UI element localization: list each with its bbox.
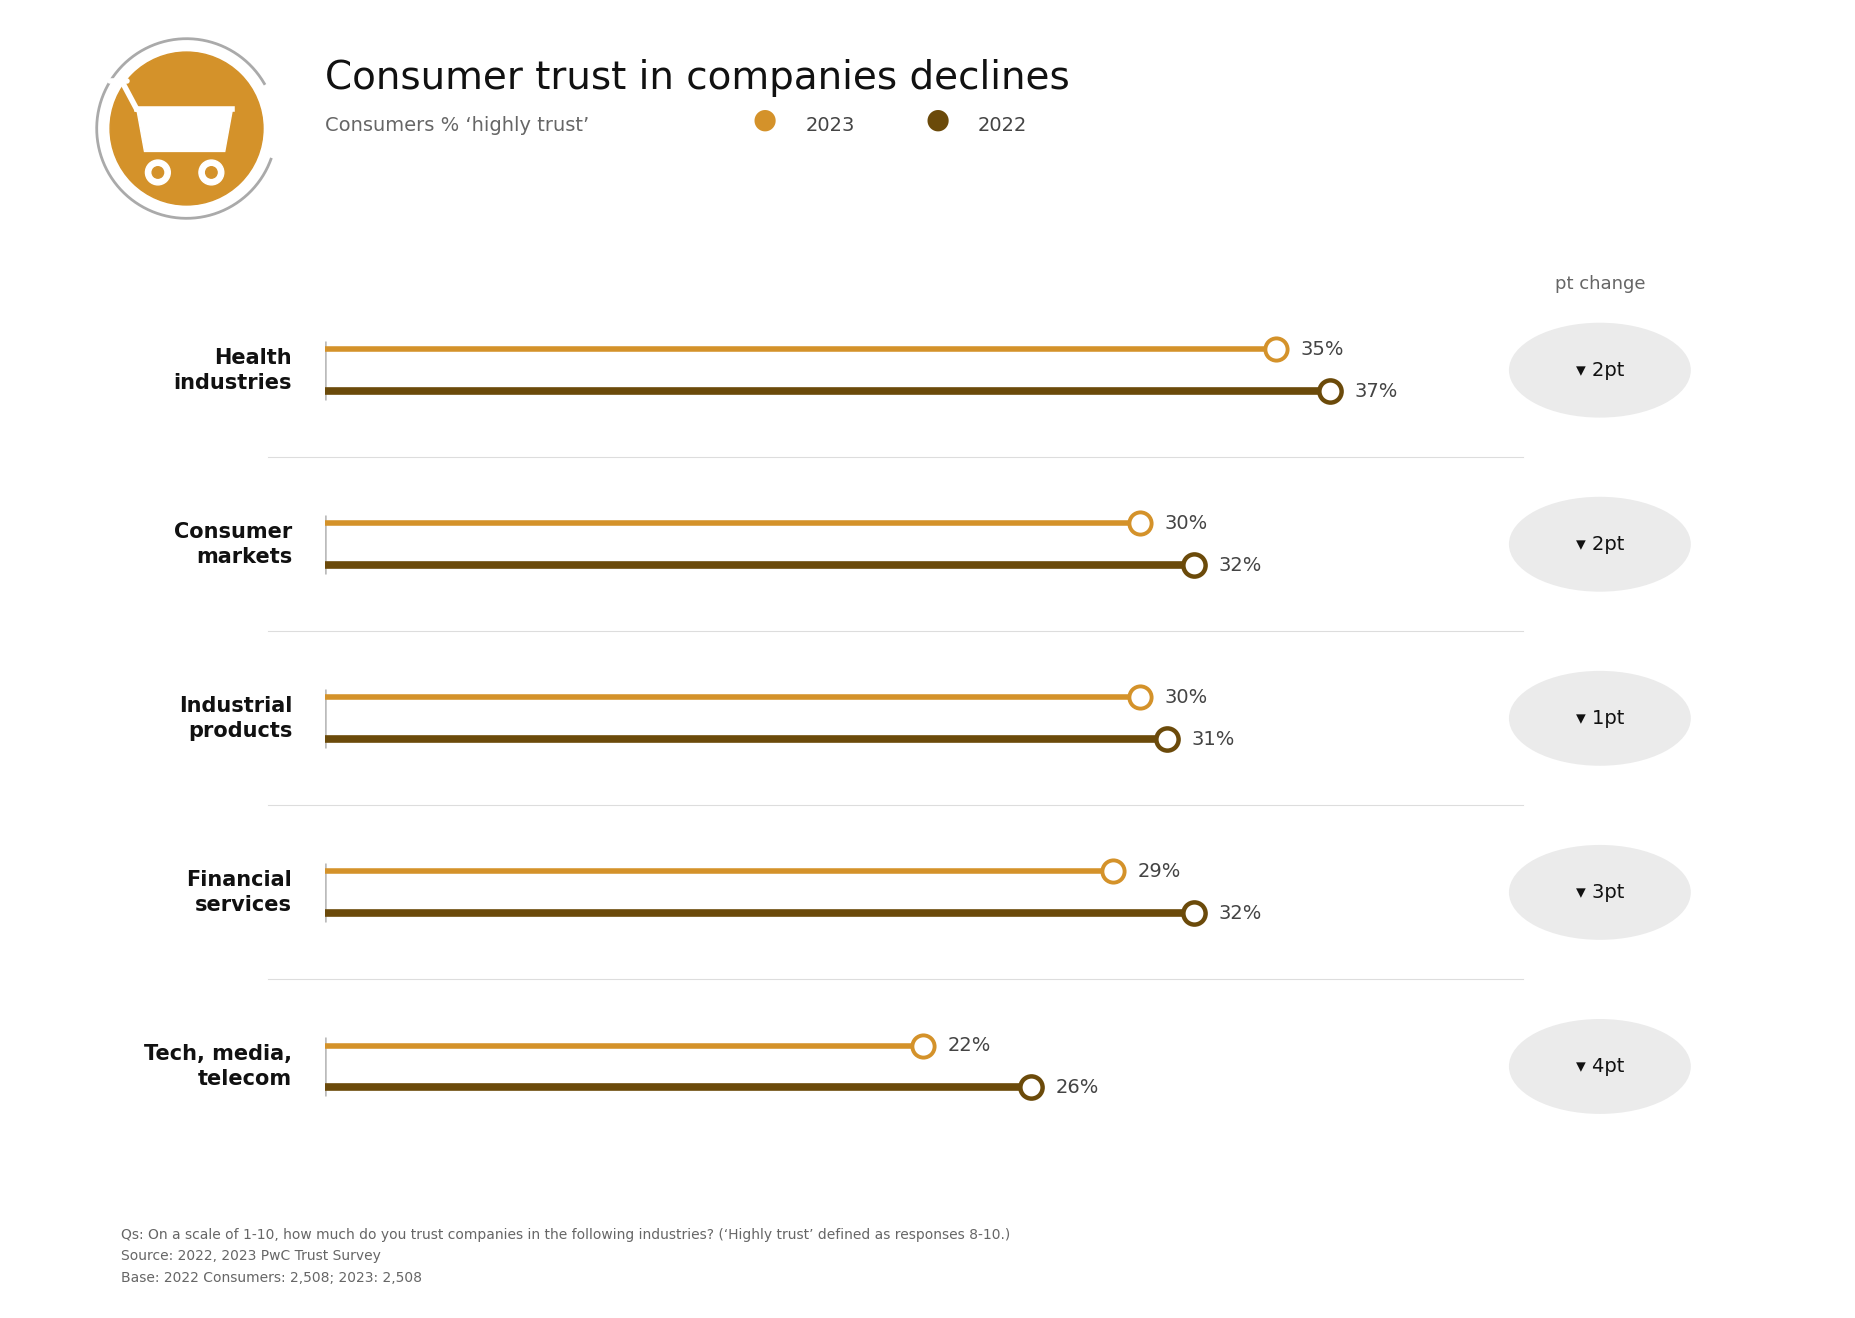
- Text: 26%: 26%: [1055, 1078, 1098, 1097]
- Text: Consumers % ‘highly trust’: Consumers % ‘highly trust’: [325, 116, 588, 134]
- Text: ●: ●: [751, 105, 777, 134]
- Text: Qs: On a scale of 1-10, how much do you trust companies in the following industr: Qs: On a scale of 1-10, how much do you …: [121, 1228, 1009, 1243]
- Text: 31%: 31%: [1191, 730, 1234, 749]
- Text: pt change: pt change: [1554, 275, 1644, 294]
- Text: Consumer trust in companies declines: Consumer trust in companies declines: [325, 59, 1068, 98]
- Circle shape: [109, 53, 263, 204]
- Text: ▾ 4pt: ▾ 4pt: [1575, 1057, 1623, 1075]
- Polygon shape: [137, 109, 232, 152]
- Text: 35%: 35%: [1300, 340, 1343, 358]
- Text: Financial
services: Financial services: [186, 870, 291, 915]
- Circle shape: [198, 159, 224, 185]
- Circle shape: [145, 159, 171, 185]
- Text: 37%: 37%: [1354, 381, 1397, 401]
- Text: Base: 2022 Consumers: 2,508; 2023: 2,508: Base: 2022 Consumers: 2,508; 2023: 2,508: [121, 1271, 421, 1285]
- Text: Consumer
markets: Consumer markets: [174, 522, 291, 567]
- Text: 30%: 30%: [1163, 514, 1208, 532]
- Circle shape: [206, 166, 217, 178]
- Circle shape: [152, 166, 163, 178]
- Text: 32%: 32%: [1219, 904, 1261, 923]
- Text: 2022: 2022: [978, 116, 1028, 134]
- Text: 22%: 22%: [946, 1036, 991, 1056]
- Text: Industrial
products: Industrial products: [178, 696, 291, 741]
- Text: ●: ●: [924, 105, 950, 134]
- Text: ▾ 1pt: ▾ 1pt: [1575, 709, 1623, 728]
- Text: 32%: 32%: [1219, 556, 1261, 575]
- Text: ▾ 3pt: ▾ 3pt: [1575, 883, 1623, 902]
- Text: 29%: 29%: [1137, 862, 1180, 880]
- Text: Source: 2022, 2023 PwC Trust Survey: Source: 2022, 2023 PwC Trust Survey: [121, 1249, 380, 1264]
- Text: 2023: 2023: [805, 116, 855, 134]
- Text: 30%: 30%: [1163, 688, 1208, 706]
- Text: Health
industries: Health industries: [174, 348, 291, 393]
- Text: ▾ 2pt: ▾ 2pt: [1575, 535, 1623, 554]
- Text: Tech, media,
telecom: Tech, media, telecom: [145, 1044, 291, 1089]
- Text: ▾ 2pt: ▾ 2pt: [1575, 361, 1623, 380]
